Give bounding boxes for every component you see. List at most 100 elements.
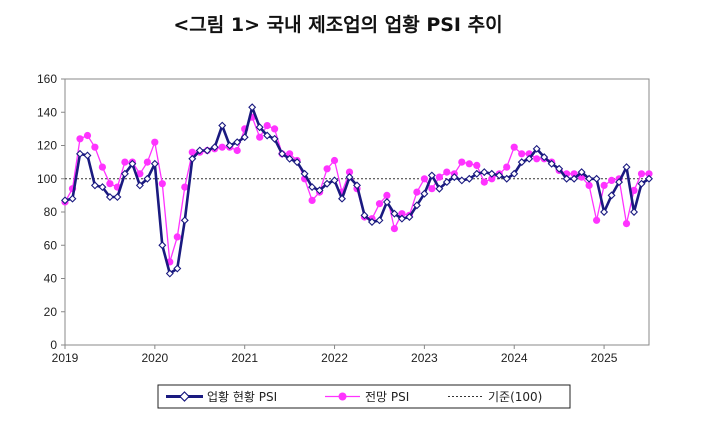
actual-psi-point (278, 149, 287, 158)
forecast-psi-point (510, 143, 518, 151)
forecast-psi-point (465, 160, 473, 168)
actual-psi-point (525, 154, 534, 163)
x-axis: 2019 2020 2021 2022 2023 2024 2025 (52, 345, 618, 365)
forecast-psi-point (390, 225, 398, 233)
actual-psi-point (382, 198, 391, 207)
actual-psi-point (353, 181, 361, 190)
x-tick-label: 2024 (501, 351, 528, 365)
legend-box (157, 384, 571, 409)
legend: 업황 현황 PSI 전망 PSI 기준(100) (157, 384, 571, 409)
actual-psi-point (203, 146, 212, 155)
y-tick-label: 0 (50, 338, 57, 352)
actual-psi-point (293, 158, 302, 167)
forecast-psi-point (428, 185, 436, 193)
forecast-psi-point (76, 135, 84, 143)
actual-psi-point (338, 194, 347, 203)
actual-psi-point (457, 176, 466, 185)
actual-psi-point (532, 144, 541, 153)
actual-psi-point (90, 181, 99, 190)
actual-psi-point (502, 174, 511, 183)
actual-psi-point (270, 134, 279, 143)
actual-psi-point (330, 176, 339, 185)
actual-psi-point (427, 171, 436, 180)
actual-psi-point (173, 264, 182, 273)
forecast-psi-point (398, 210, 406, 218)
y-tick-label: 40 (44, 272, 58, 286)
actual-psi-point (442, 178, 451, 187)
actual-psi-point (540, 153, 549, 162)
actual-psi-point (487, 169, 496, 178)
actual-psi-point (472, 169, 481, 178)
forecast-psi-point (323, 165, 331, 173)
actual-psi-point (577, 168, 586, 177)
actual-psi-point (120, 169, 129, 178)
actual-psi-point (113, 193, 122, 202)
actual-psi-point (517, 158, 526, 167)
actual-psi-point (570, 174, 579, 183)
x-tick-label: 2022 (321, 351, 348, 365)
forecast-psi-point (435, 173, 443, 181)
forecast-psi-point (630, 186, 638, 194)
actual-psi-point (397, 214, 406, 223)
actual-psi-point (450, 173, 459, 182)
forecast-psi-point (256, 133, 264, 141)
forecast-psi-point (286, 150, 294, 158)
y-tick-label: 140 (37, 105, 57, 119)
forecast-psi-point (233, 146, 241, 155)
actual-psi-line (64, 106, 650, 275)
y-tick-label: 100 (37, 172, 57, 186)
actual-psi-point (637, 179, 646, 188)
actual-psi-point (315, 186, 324, 195)
actual-psi-point (562, 174, 571, 183)
actual-psi-point (128, 159, 137, 168)
plot-frame (64, 78, 650, 346)
actual-psi-point (233, 138, 242, 147)
forecast-psi-point (503, 163, 511, 171)
actual-psi-point (495, 171, 504, 180)
forecast-psi-point (458, 158, 466, 166)
forecast-psi-point (345, 168, 354, 176)
forecast-psi-point (480, 178, 488, 186)
actual-psi-point (465, 174, 474, 183)
x-tick-label: 2023 (411, 351, 438, 365)
actual-psi-point (68, 194, 77, 203)
actual-psi-point (105, 193, 114, 202)
actual-psi-point (555, 164, 564, 173)
legend-label-reference: 기준(100) (488, 390, 542, 404)
forecast-psi-point (218, 143, 226, 151)
x-tick-label: 2020 (141, 351, 168, 365)
actual-psi-point (143, 174, 152, 183)
y-tick-label: 120 (37, 139, 57, 153)
forecast-psi-point (121, 158, 129, 166)
actual-psi-point (218, 121, 227, 130)
forecast-psi-point (98, 163, 106, 171)
actual-psi-point (510, 169, 519, 178)
actual-psi-point (61, 196, 69, 205)
forecast-psi-point (645, 170, 653, 178)
actual-psi-point (308, 183, 317, 192)
x-tick-label: 2019 (52, 351, 79, 365)
forecast-psi-point (518, 150, 526, 158)
actual-psi-point (180, 216, 189, 225)
actual-psi-point (75, 149, 84, 158)
forecast-psi-point (608, 176, 616, 184)
actual-psi-point (188, 154, 197, 163)
series-group (61, 103, 653, 278)
forecast-psi-point (473, 161, 481, 169)
actual-psi-point (195, 146, 204, 155)
actual-psi-point (622, 163, 631, 172)
actual-psi-point (150, 159, 159, 168)
actual-psi-point (607, 191, 616, 200)
actual-psi-point (285, 154, 294, 163)
actual-psi-point (600, 208, 609, 216)
forecast-psi-point (600, 181, 608, 189)
actual-psi-point (83, 151, 92, 160)
forecast-psi-point (181, 183, 189, 191)
actual-psi-point (592, 174, 601, 183)
forecast-psi-point (375, 200, 384, 208)
forecast-psi-point (533, 155, 541, 163)
forecast-psi-point (151, 138, 159, 146)
actual-psi-point (360, 211, 369, 220)
actual-psi-point (210, 143, 219, 152)
forecast-psi-point (188, 148, 196, 156)
